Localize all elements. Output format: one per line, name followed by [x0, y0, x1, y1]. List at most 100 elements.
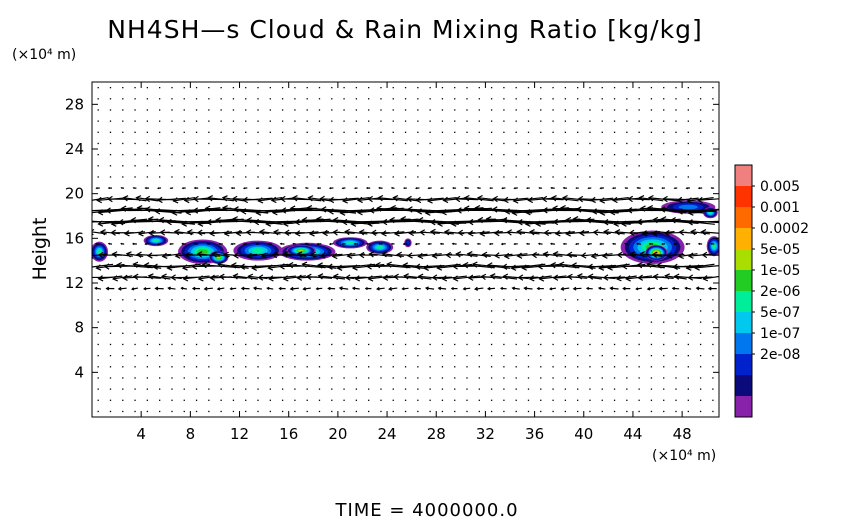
- wind-dot: [540, 120, 542, 122]
- wind-arrow: [283, 275, 307, 280]
- wind-dot: [368, 410, 370, 413]
- wind-dot: [281, 366, 284, 368]
- wind-dot: [171, 410, 173, 413]
- wind-arrow: [253, 287, 262, 290]
- wind-dot: [220, 332, 222, 334]
- cloud-blob: [143, 234, 169, 247]
- wind-arrow-head: [158, 216, 165, 224]
- colorbar-label: 5e-05: [760, 242, 800, 258]
- wind-dot: [306, 86, 308, 89]
- wind-arrow-head: [282, 275, 289, 282]
- wind-dot: [577, 153, 579, 156]
- wind-arrow-head: [211, 251, 218, 258]
- wind-arrow-head: [147, 273, 154, 280]
- wind-arrow: [283, 253, 307, 257]
- wind-arrow-head: [701, 251, 708, 259]
- wind-arrow-head: [218, 273, 225, 281]
- wind-dot: [208, 299, 210, 301]
- wind-dot: [613, 343, 616, 346]
- wind-arrow-head: [315, 287, 319, 291]
- wind-dot: [699, 321, 702, 323]
- colorbar-label: 1e-07: [760, 326, 800, 342]
- wind-arrow-head: [599, 187, 602, 190]
- wind-dot: [490, 321, 493, 323]
- wind-dot: [699, 366, 702, 368]
- wind-dot: [331, 410, 333, 413]
- wind-dot: [503, 131, 505, 133]
- wind-dot: [109, 176, 112, 178]
- wind-dot: [650, 410, 653, 413]
- wind-dot: [638, 343, 640, 346]
- wind-arrow-head: [592, 229, 599, 236]
- wind-arrow-head: [358, 229, 365, 236]
- wind-arrow-head: [246, 216, 252, 224]
- wind-arrow-head: [181, 220, 188, 227]
- wind-arrow-head: [232, 273, 239, 280]
- x-axis-unit-label: (×10⁴ m): [652, 448, 716, 464]
- x-tick-label: 32: [476, 425, 495, 443]
- wind-arrow-head: [204, 205, 211, 212]
- wind-dot: [478, 153, 480, 156]
- wind-dot: [404, 109, 407, 111]
- wind-arrow-head: [328, 187, 332, 190]
- wind-dot: [613, 354, 616, 357]
- chart-title: NH4SH—s Cloud & Rain Mixing Ratio [kg/kg…: [107, 15, 702, 44]
- wind-dot: [195, 176, 198, 178]
- wind-arrow-head: [543, 229, 550, 236]
- wind-dot: [208, 377, 210, 379]
- wind-arrow-head: [624, 187, 627, 189]
- wind-arrow: [488, 287, 496, 290]
- wind-dot: [417, 176, 419, 178]
- wind-dot: [281, 354, 284, 357]
- wind-dot: [589, 366, 591, 368]
- wind-dot: [601, 366, 603, 368]
- cloud-contour: [712, 243, 716, 249]
- wind-dot: [490, 120, 493, 122]
- wind-arrow-head: [217, 261, 223, 268]
- wind-dot: [97, 377, 99, 379]
- wind-dot: [650, 86, 653, 89]
- wind-arrow-head: [572, 216, 579, 223]
- wind-dot: [650, 176, 653, 178]
- wind-dot: [171, 321, 173, 323]
- wind-dot: [159, 321, 161, 323]
- wind-arrow-head: [280, 207, 287, 214]
- wind-dot: [601, 131, 603, 133]
- wind-dot: [454, 165, 456, 167]
- wind-arrow-head: [687, 219, 693, 226]
- wind-dot: [429, 120, 431, 122]
- wind-arrow: [382, 253, 404, 258]
- wind-dot: [712, 165, 714, 167]
- wind-arrow-head: [233, 252, 239, 259]
- wind-dot: [208, 354, 210, 357]
- wind-dot: [503, 98, 505, 100]
- wind-dot: [306, 153, 308, 156]
- wind-dot: [417, 354, 419, 357]
- wind-arrow-head: [427, 187, 430, 190]
- wind-dot: [392, 366, 394, 368]
- wind-dot: [281, 120, 284, 122]
- wind-arrow-head: [351, 286, 356, 291]
- wind-dot: [355, 109, 358, 111]
- colorbar-label: 5e-07: [760, 305, 800, 321]
- wind-dot: [195, 120, 198, 122]
- wind-dot: [613, 98, 616, 100]
- wind-dot: [454, 310, 456, 312]
- wind-dot: [208, 109, 210, 111]
- wind-dot: [626, 354, 628, 357]
- wind-dot: [195, 343, 198, 346]
- wind-arrow-head: [585, 286, 590, 291]
- wind-dot: [478, 410, 480, 413]
- wind-dot: [577, 377, 579, 379]
- wind-arrow-head: [423, 264, 429, 271]
- wind-dot: [675, 98, 677, 100]
- wind-arrow-head: [183, 196, 190, 204]
- wind-arrow-head: [661, 242, 664, 246]
- wind-arrow-head: [181, 187, 184, 190]
- wind-arrow-head: [193, 186, 197, 190]
- wind-arrow-head: [531, 251, 537, 259]
- wind-dot: [564, 176, 567, 178]
- wind-dot: [564, 153, 567, 156]
- wind-dot: [638, 131, 640, 133]
- wind-dot: [601, 354, 603, 357]
